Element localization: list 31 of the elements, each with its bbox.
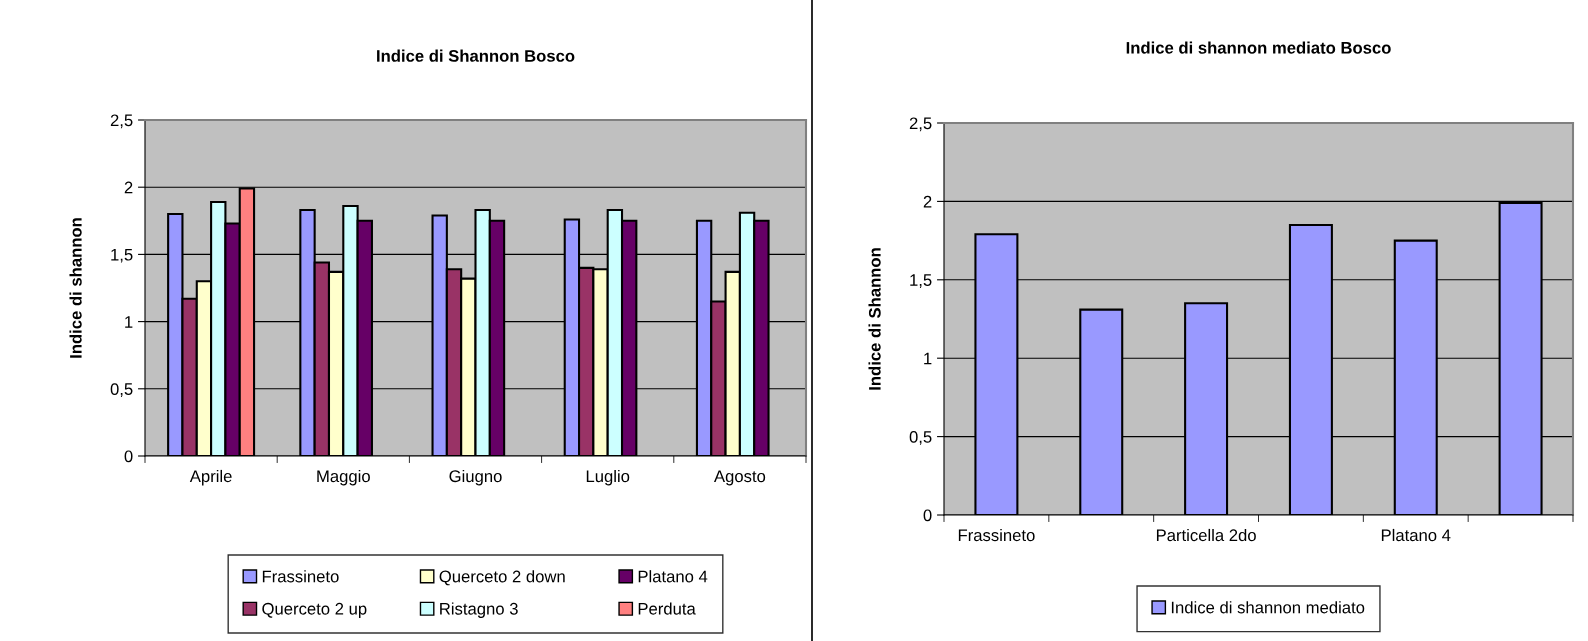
y-tick-label: 1 [125,316,133,328]
legend-label: Platano 4 [638,570,708,583]
x-tick-label: Frassineto [958,528,1035,542]
chart-title: Indice di shannon mediato Bosco [1126,41,1391,54]
y-tick-label: 2,5 [909,117,932,132]
y-tick-label: 2 [923,195,932,208]
legend-label: Perduta [638,602,696,615]
y-tick-label: 2 [124,181,133,194]
x-tick-label: Maggio [317,469,370,486]
legend-label: Frassineto [262,570,339,583]
y-tick-label: 2,5 [110,114,133,129]
legend-label: Querceto 2 down [439,570,565,586]
x-tick-label: Agosto [713,470,766,486]
y-axis-title: Indice di shannon [69,218,82,358]
y-tick-label: 1,5 [910,274,932,288]
y-tick-label: 1,5 [111,248,133,263]
x-tick-label: Giugno [449,469,502,486]
chart-title: Indice di Shannon Bosco [377,49,575,62]
x-tick-label: Platano 4 [1381,528,1451,542]
x-tick-label: Aprile [189,469,232,486]
legend-label: Ristagno 3 [440,602,518,618]
legend-label: Querceto 2 up [262,602,367,618]
y-axis-title: Indice di Shannon [868,248,881,390]
x-tick-label: Particella 2do [1156,528,1256,542]
y-tick-label: 0,5 [909,431,932,445]
y-tick-label: 0,5 [110,383,133,397]
y-tick-label: 0 [923,509,932,522]
legend-label: Indice di shannon mediato [1171,601,1365,614]
y-tick-label: 0 [124,450,133,463]
y-tick-label: 1 [924,352,932,365]
x-tick-label: Luglio [586,469,630,486]
